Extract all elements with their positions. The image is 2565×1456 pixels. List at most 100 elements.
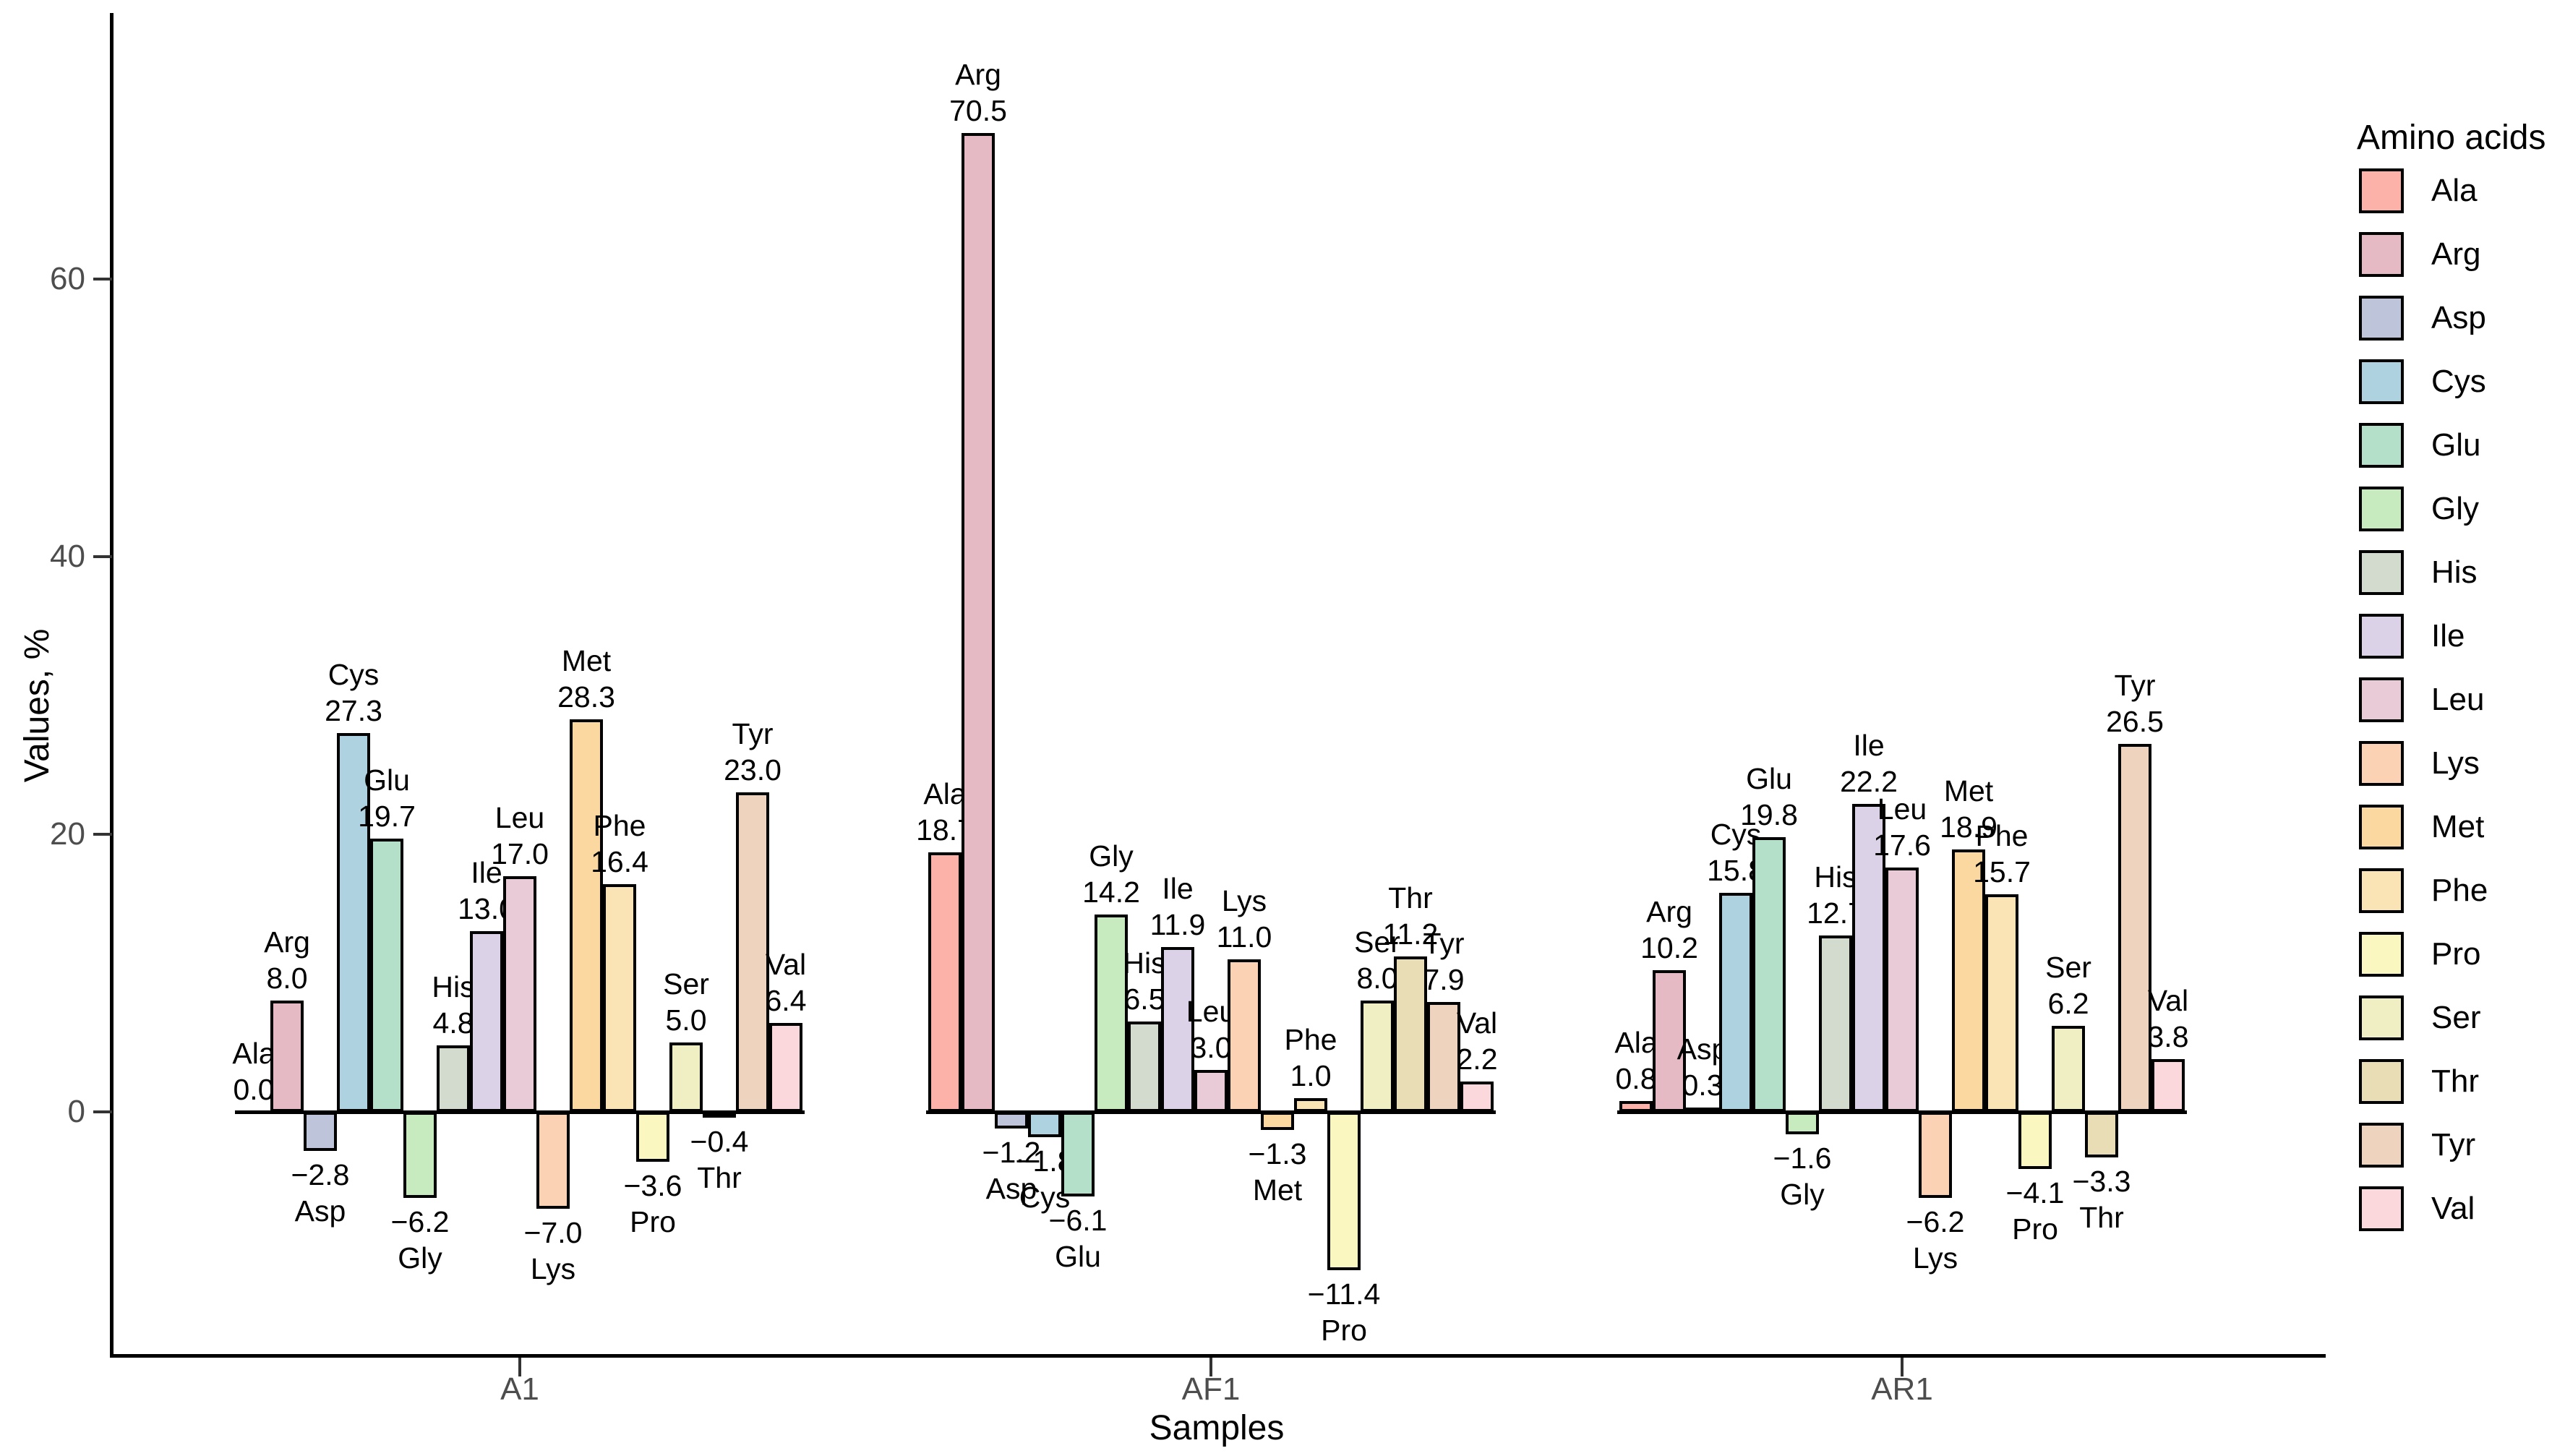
bar-name-label-AF1-Asp: Asp <box>985 1172 1037 1206</box>
bar-value-label-A1-Arg: 8.0 <box>266 962 308 995</box>
bar-value-label-AR1-Met: 18.9 <box>1940 810 1997 844</box>
y-tick-label-40: 40 <box>50 539 85 574</box>
bar-name-label-A1-Arg: Arg <box>264 925 310 959</box>
bar-AF1-Ala <box>928 852 962 1112</box>
bar-value-label-A1-Asp: −2.8 <box>291 1157 350 1191</box>
bar-value-label-AF1-Asp: −1.2 <box>982 1136 1041 1170</box>
bar-name-label-AR1-Gly: Gly <box>1780 1177 1825 1211</box>
legend-swatch-Cys <box>2359 359 2404 404</box>
bar-name-label-AR1-Arg: Arg <box>1646 895 1692 929</box>
bar-value-label-A1-Cys: 27.3 <box>325 693 382 727</box>
bar-AF1-Ile <box>1161 946 1194 1112</box>
legend-label-Leu: Leu <box>2431 682 2485 717</box>
bar-name-label-AR1-His: His <box>1814 860 1857 894</box>
bar-name-label-AF1-Ala: Ala <box>923 776 967 810</box>
bar-AF1-Tyr <box>1427 1002 1460 1112</box>
bar-AR1-Tyr <box>2118 744 2151 1112</box>
legend-swatch-Val <box>2359 1186 2404 1231</box>
bar-A1-Ser <box>669 1042 703 1112</box>
bar-A1-Met <box>570 719 603 1112</box>
legend-swatch-His <box>2359 550 2404 595</box>
legend-label-Asp: Asp <box>2431 300 2486 335</box>
bar-value-label-A1-Met: 28.3 <box>557 680 615 714</box>
bar-value-label-AR1-Gly: −1.6 <box>1773 1141 1832 1175</box>
bar-value-label-A1-Val: 6.4 <box>765 984 807 1018</box>
bar-value-label-AF1-Glu: −6.1 <box>1048 1204 1108 1238</box>
zero-baseline-AR1 <box>1617 1110 2187 1114</box>
bar-A1-His <box>437 1045 470 1112</box>
bar-value-label-AR1-Asp: 0.3 <box>1682 1069 1723 1102</box>
zero-baseline-AF1 <box>926 1110 1496 1114</box>
bar-value-label-A1-Thr: −0.4 <box>690 1124 749 1158</box>
bar-name-label-A1-Ala: Ala <box>232 1037 275 1070</box>
x-axis-title: Samples <box>1149 1409 1285 1447</box>
bar-AR1-Leu <box>1885 868 1919 1112</box>
bar-A1-Gly <box>403 1112 437 1199</box>
bar-AR1-His <box>1819 935 1852 1112</box>
bar-AR1-Ile <box>1852 803 1885 1112</box>
bar-name-label-AR1-Glu: Glu <box>1746 761 1792 795</box>
bar-AR1-Thr <box>2085 1112 2118 1158</box>
bar-value-label-AR1-Arg: 10.2 <box>1640 931 1698 965</box>
bar-name-label-AF1-Arg: Arg <box>955 58 1001 92</box>
legend-swatch-Thr <box>2359 1059 2404 1104</box>
legend-label-Ala: Ala <box>2431 173 2478 208</box>
legend-label-Cys: Cys <box>2431 364 2486 399</box>
legend-label-Arg: Arg <box>2431 236 2481 272</box>
legend-swatch-Leu <box>2359 677 2404 722</box>
bar-AF1-Gly <box>1095 915 1128 1112</box>
bar-value-label-AF1-Val: 2.2 <box>1456 1042 1498 1076</box>
legend-label-Met: Met <box>2431 809 2485 844</box>
bar-A1-Glu <box>370 838 403 1112</box>
bar-AF1-His <box>1128 1022 1161 1112</box>
legend-label-Ser: Ser <box>2431 1000 2481 1035</box>
bar-name-label-AR1-Val: Val <box>2147 984 2189 1018</box>
bar-value-label-AF1-Phe: 1.0 <box>1290 1058 1332 1092</box>
bar-name-label-AF1-Glu: Glu <box>1055 1240 1101 1274</box>
y-tick-40 <box>93 555 112 558</box>
bar-name-label-AR1-Thr: Thr <box>2079 1201 2124 1235</box>
bar-A1-Val <box>769 1023 802 1112</box>
bar-value-label-A1-Lys: −7.0 <box>523 1216 583 1250</box>
x-tick-label-AR1: AR1 <box>1871 1371 1933 1407</box>
bar-value-label-A1-Pro: −3.6 <box>623 1169 682 1203</box>
bar-AR1-Ala <box>1619 1100 1653 1112</box>
y-axis-line <box>110 13 114 1358</box>
bar-AF1-Pro <box>1327 1112 1361 1270</box>
bar-value-label-AF1-Arg: 70.5 <box>949 94 1007 128</box>
bar-name-label-AF1-Ile: Ile <box>1162 871 1194 905</box>
bar-name-label-A1-Val: Val <box>765 948 807 982</box>
bar-name-label-A1-Ile: Ile <box>471 856 502 890</box>
bar-name-label-A1-His: His <box>432 969 475 1003</box>
bar-value-label-AF1-Ile: 11.9 <box>1149 907 1206 941</box>
bar-AR1-Pro <box>2018 1112 2052 1169</box>
bar-name-label-AR1-Pro: Pro <box>2012 1212 2058 1246</box>
x-axis-line <box>110 1354 2326 1358</box>
bar-name-label-A1-Ser: Ser <box>663 967 709 1001</box>
bar-name-label-A1-Thr: Thr <box>697 1160 742 1194</box>
bar-name-label-A1-Phe: Phe <box>593 809 646 843</box>
bar-AR1-Gly <box>1786 1112 1819 1134</box>
bar-A1-Ile <box>470 931 503 1112</box>
bar-name-label-A1-Cys: Cys <box>327 657 380 691</box>
legend-label-Lys: Lys <box>2431 745 2480 781</box>
bar-AR1-Met <box>1952 849 1985 1112</box>
bar-value-label-AR1-Ile: 22.2 <box>1840 764 1898 798</box>
bar-A1-Cys <box>337 732 370 1112</box>
x-tick-label-A1: A1 <box>500 1371 539 1407</box>
bar-value-label-AF1-Ser: 8.0 <box>1356 962 1398 995</box>
legend-swatch-Met <box>2359 805 2404 849</box>
bar-name-label-AF1-Gly: Gly <box>1089 839 1134 873</box>
bar-A1-Lys <box>536 1112 570 1209</box>
bar-name-label-AF1-His: His <box>1123 946 1166 980</box>
bar-name-label-A1-Gly: Gly <box>398 1241 442 1275</box>
bar-name-label-A1-Tyr: Tyr <box>732 717 774 751</box>
bar-name-label-AR1-Tyr: Tyr <box>2114 669 2156 703</box>
bar-value-label-AR1-Val: 3.8 <box>2147 1020 2189 1054</box>
y-tick-60 <box>93 278 112 281</box>
legend-label-Ile: Ile <box>2431 618 2465 654</box>
y-axis-title: Values, % <box>18 628 56 783</box>
bar-AR1-Val <box>2151 1059 2185 1112</box>
bar-value-label-AF1-Met: −1.3 <box>1248 1136 1307 1170</box>
